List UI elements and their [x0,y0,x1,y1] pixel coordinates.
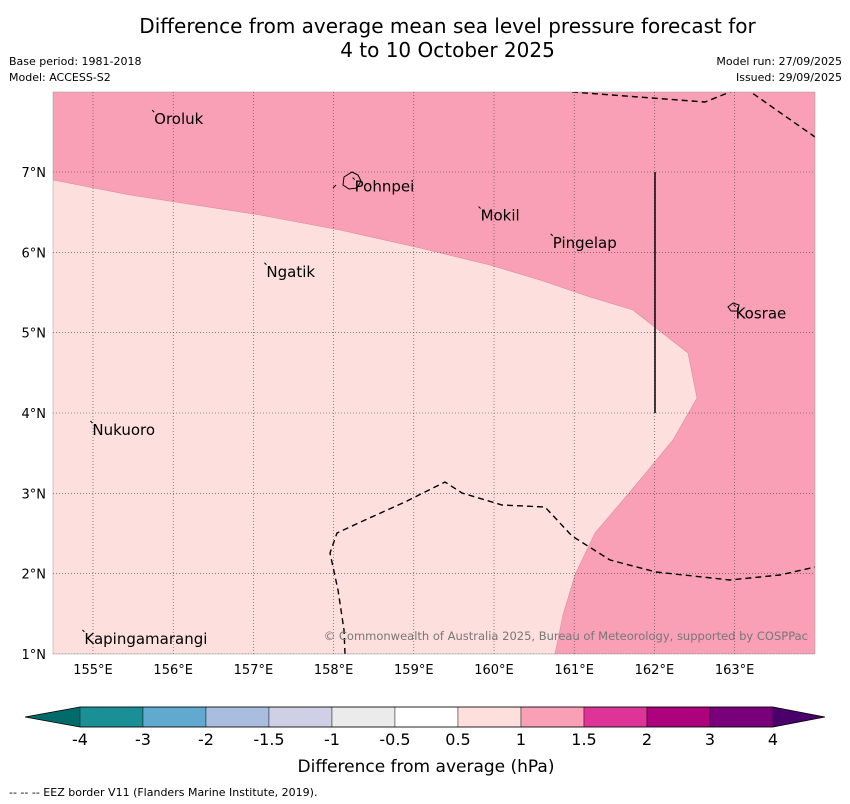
model-name: Model: ACCESS-S2 [9,71,111,84]
place-label: Kosrae [736,305,787,323]
model-run: Model run: 27/09/2025 [716,55,842,68]
longitude-label: 155°E [73,663,113,678]
colorbar-tick: 1.5 [571,730,596,749]
longitude-labels: 155°E 156°E 157°E 158°E 159°E 160°E 161°E 162°E… [73,663,754,678]
colorbar-label: Difference from average (hPa) [298,757,555,777]
latitude-label: 3°N [22,487,47,502]
place-labels: Oroluk Pohnpei Mokil Pingelap Ngatik Kosrae Nu… [82,109,787,648]
colorbar-tick: 2 [642,730,652,749]
place-marker [264,262,267,266]
longitude-label: 157°E [234,663,274,678]
colorbar-tick: -3 [135,730,151,749]
colorbar-tick: 1 [516,730,526,749]
title-line-1: Difference from average mean sea level p… [139,14,756,38]
colorbar-tick: 4 [768,730,778,749]
longitude-label: 159°E [394,663,434,678]
longitude-label: 163°E [715,663,755,678]
colorbar-segment [709,706,774,728]
colorbar-segment [520,706,585,728]
colorbar-tick: -4 [72,730,88,749]
latitude-labels: 7°N 6°N 5°N 4°N 3°N 2°N 1°N [22,166,47,663]
place-marker [151,109,155,113]
colorbar-segment [646,706,711,728]
colorbar-tick: 3 [705,730,715,749]
base-period: Base period: 1981-2018 [9,55,142,68]
place-marker [550,233,554,237]
colorbar-extend-low [25,707,80,727]
place-label: Ngatik [266,263,315,281]
colorbar-tick: 0.5 [445,730,470,749]
colorbar-outline [24,706,826,728]
longitude-label: 161°E [554,663,594,678]
latitude-label: 7°N [22,166,47,181]
place-label: Oroluk [154,110,203,128]
place-marker [352,177,356,180]
place-marker [478,206,481,209]
place-label: Pohnpei [355,178,415,196]
contour-boundary [53,179,698,654]
colorbar-segment [457,706,522,728]
place-label: Nukuoro [92,421,155,439]
title-line-2: 4 to 10 October 2025 [340,38,555,62]
longitude-label: 156°E [153,663,193,678]
forecast-map: Oroluk Pohnpei Mokil Pingelap Ngatik Kosrae Nu… [22,91,816,678]
pohnpei-islet-outline [332,184,337,189]
colorbar-segment [79,706,144,728]
issued-date: Issued: 29/09/2025 [735,71,842,84]
latitude-label: 4°N [22,407,47,422]
kosrae-island-outline [727,302,740,312]
colorbar-tick: -0.5 [379,730,410,749]
latitude-label: 1°N [22,648,47,663]
longitude-label: 162°E [635,663,675,678]
colorbar-tick: -1 [324,730,340,749]
copyright-notice: © Commonwealth of Australia 2025, Bureau… [324,629,808,643]
eez-border [329,92,815,654]
latitude-label: 2°N [22,568,47,583]
colorbar-segment [142,706,207,728]
latitude-label: 6°N [22,246,47,261]
map-frame [52,91,816,655]
pohnpei-island-outline [342,171,362,190]
colorbar-segment [583,706,648,728]
colorbar-tick: -1.5 [253,730,284,749]
neutral-anomaly-region [53,180,697,654]
colorbar-segment [331,706,396,728]
latitude-label: 5°N [22,327,47,342]
place-marker [733,304,736,307]
place-label: Pingelap [553,234,617,252]
longitude-label: 160°E [474,663,514,678]
longitude-label: 158°E [314,663,354,678]
place-marker [82,629,85,633]
colorbar: -4 -3 -2 -1.5 -1 -0.5 0.5 1 1.5 2 3 4 Difference fr… [24,706,826,777]
colorbar-tick: -2 [198,730,214,749]
eez-footer-note: -- -- -- EEZ border V11 (Flanders Marine… [9,786,318,799]
place-label: Mokil [481,207,520,225]
colorbar-extend-high [773,707,825,727]
colorbar-segment [268,706,333,728]
island-outlines [332,171,740,312]
colorbar-segment [205,706,270,728]
colorbar-segment [394,706,459,728]
place-label: Kapingamarangi [84,630,207,648]
place-marker [90,420,93,424]
